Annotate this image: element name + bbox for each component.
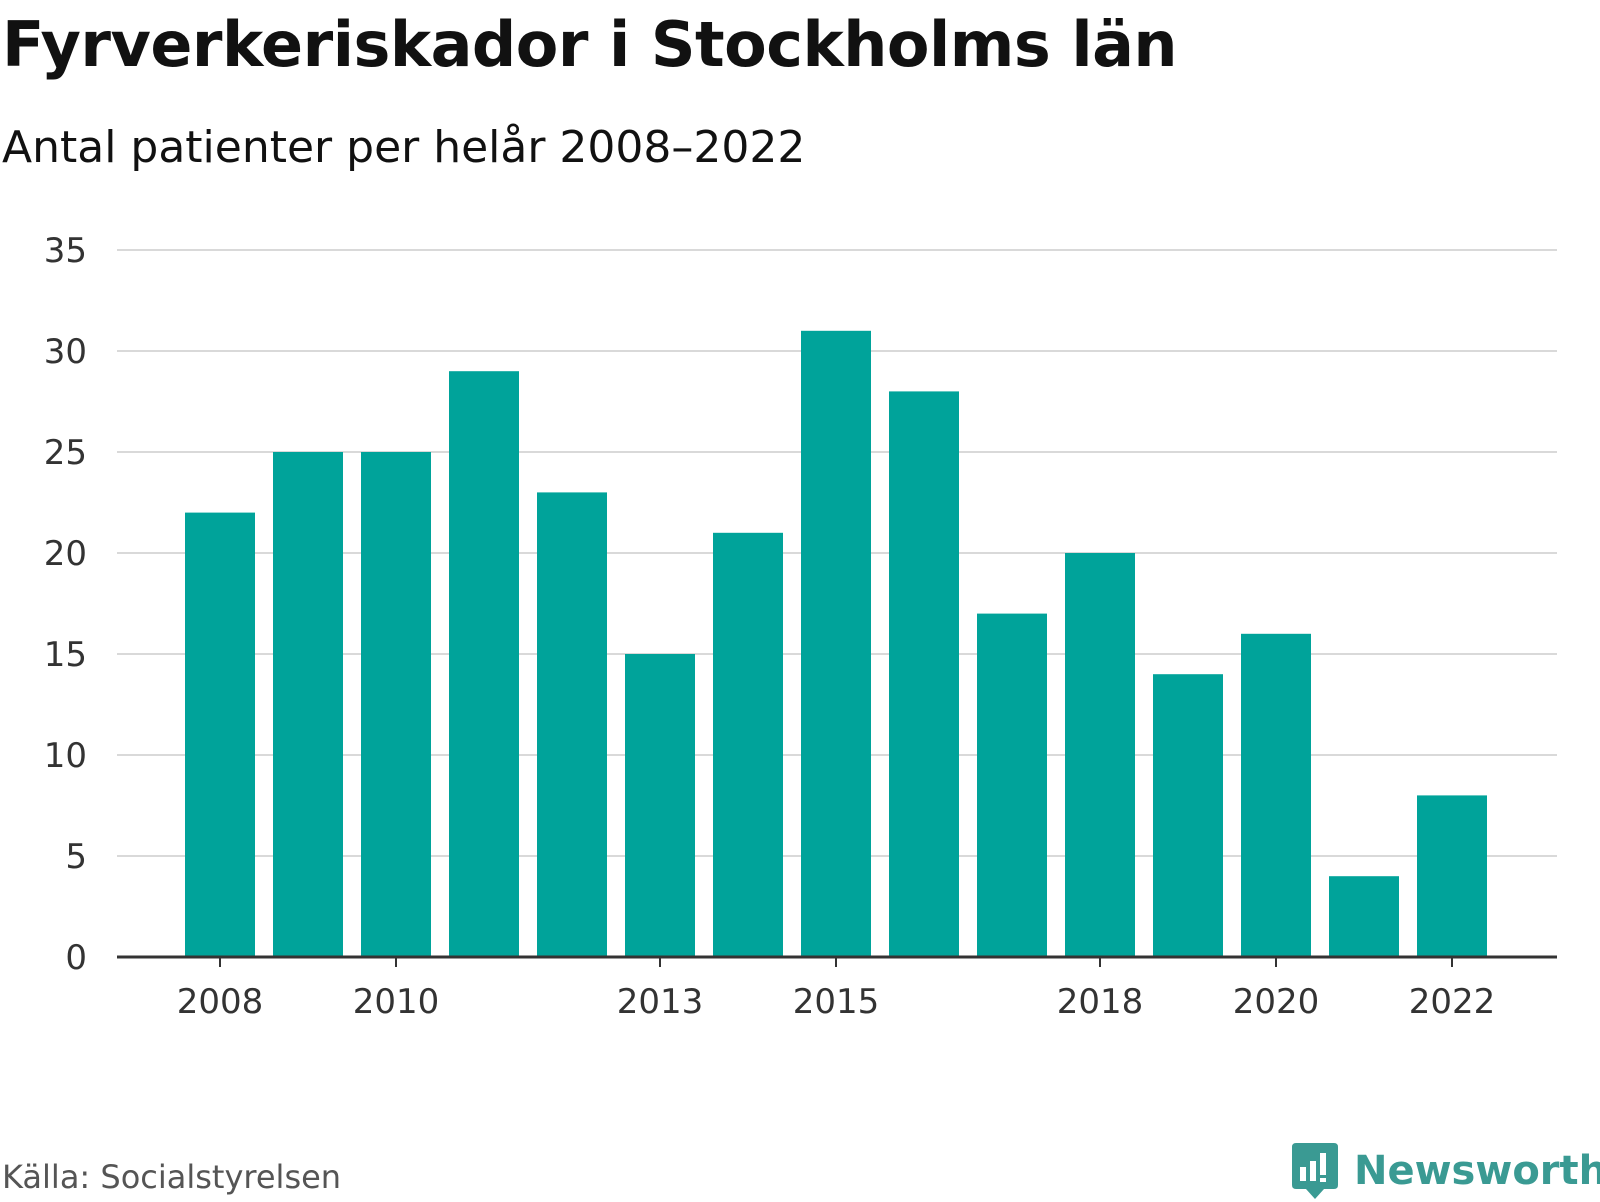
chart-title: Fyrverkeriskador i Stockholms län (2, 8, 1178, 81)
y-axis-ticks: 0 5 10 15 20 25 30 35 (44, 231, 87, 978)
bar-2013 (625, 654, 695, 957)
bar-2011 (449, 371, 519, 957)
y-tick-label-15: 15 (44, 635, 87, 675)
x-axis-ticks: 2008 2010 2013 2015 2018 2020 2022 (177, 957, 1496, 1022)
y-tick-label-0: 0 (65, 938, 87, 978)
bar-2012 (537, 492, 607, 957)
x-tick-label-2015: 2015 (793, 982, 880, 1022)
source-note: Källa: Socialstyrelsen (2, 1158, 342, 1196)
y-tick-label-10: 10 (44, 736, 87, 776)
bar-2008 (185, 512, 255, 957)
newsworthy-logo-icon (1292, 1143, 1338, 1199)
bar-2022 (1417, 795, 1487, 957)
y-tick-label-20: 20 (44, 534, 87, 574)
bar-2014 (713, 532, 783, 957)
bars (185, 330, 1487, 957)
bar-2015 (801, 330, 871, 957)
bar-2018 (1065, 553, 1135, 957)
bar-2020 (1241, 633, 1311, 957)
bar-2017 (977, 613, 1047, 957)
x-tick-label-2013: 2013 (617, 982, 704, 1022)
x-tick-label-2010: 2010 (353, 982, 440, 1022)
brand-name: Newsworthy (1354, 1148, 1600, 1194)
x-tick-label-2022: 2022 (1409, 982, 1496, 1022)
bar-2009 (273, 452, 343, 957)
y-tick-label-30: 30 (44, 332, 87, 372)
brand-logo: Newsworthy (1290, 1140, 1600, 1202)
bar-2016 (889, 391, 959, 957)
bar-2021 (1329, 876, 1399, 957)
y-tick-label-35: 35 (44, 231, 87, 271)
y-tick-label-25: 25 (44, 433, 87, 473)
x-tick-label-2020: 2020 (1233, 982, 1320, 1022)
bar-2010 (361, 452, 431, 957)
y-tick-label-5: 5 (65, 837, 87, 877)
bar-2019 (1153, 674, 1223, 957)
x-tick-label-2008: 2008 (177, 982, 264, 1022)
x-tick-label-2018: 2018 (1057, 982, 1144, 1022)
chart-subtitle: Antal patienter per helår 2008–2022 (2, 122, 806, 173)
